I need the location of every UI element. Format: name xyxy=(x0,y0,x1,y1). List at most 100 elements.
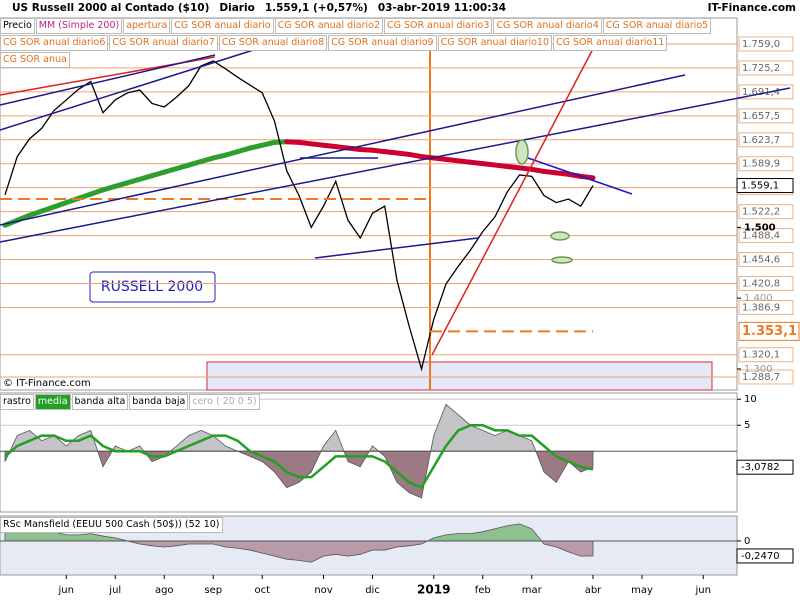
x-tick-label: mar xyxy=(522,585,543,596)
trend-line xyxy=(0,54,216,106)
level-highlight xyxy=(738,321,800,341)
level-label: 1.623,7 xyxy=(742,135,780,146)
level-label: 1.759,0 xyxy=(742,39,780,50)
level-label: 1.386,9 xyxy=(742,302,780,313)
level-box xyxy=(738,156,794,172)
x-tick-label: 2019 xyxy=(417,583,450,597)
media-line xyxy=(4,423,594,490)
datetime: 03-abr-2019 11:00:34 xyxy=(377,2,507,14)
last-value-label: -0,2470 xyxy=(741,551,780,562)
x-tick-label: ago xyxy=(155,585,174,596)
legend-item: CG SOR anual diario11 xyxy=(553,35,668,51)
trend-lines xyxy=(0,44,791,356)
annotation-box xyxy=(89,271,216,303)
legend-item: CG SOR anual diario2 xyxy=(274,18,384,34)
x-tick-label: dic xyxy=(365,585,380,596)
annotation: RUSSELL 2000 xyxy=(101,279,203,295)
legend-item: CG SOR anual diario xyxy=(171,18,274,34)
x-tick-label: feb xyxy=(475,585,491,596)
title: US Russell 2000 al Contado ($10) xyxy=(12,2,210,14)
level-highlight-label: 1.353,1 xyxy=(742,324,797,339)
legend-item: MM (Simple 200) xyxy=(35,18,123,34)
trend-line xyxy=(0,74,686,226)
area-negative xyxy=(4,540,594,563)
level-label: 1.657,5 xyxy=(742,111,780,122)
level-label: 1.691,4 xyxy=(742,87,780,98)
level-box xyxy=(738,36,794,52)
marker-ellipse xyxy=(515,139,529,165)
header: US Russell 2000 al Contado ($10) Diario 1.… xyxy=(0,0,800,17)
x-tick-label: may xyxy=(631,585,653,596)
last-price-label: 1.559,1 xyxy=(741,181,779,192)
y-tick-label: 0 xyxy=(744,536,750,547)
x-tick-label: jul xyxy=(108,585,121,596)
level-box xyxy=(738,204,794,220)
legend-item: media xyxy=(34,394,71,410)
trend-line xyxy=(524,156,633,195)
level-box xyxy=(738,369,794,385)
legend-item: banda baja xyxy=(129,394,189,410)
x-tick-label: sep xyxy=(204,585,222,596)
main-panel xyxy=(0,17,738,391)
x-tick-label: nov xyxy=(314,585,332,596)
level-box xyxy=(738,108,794,124)
legend-item: CG SOR anual diario9 xyxy=(328,35,437,51)
legend-item: CG SOR anual diario7 xyxy=(109,35,218,51)
last-price-box xyxy=(736,178,794,194)
trend-line xyxy=(0,47,261,131)
level-box xyxy=(738,347,794,363)
price-line xyxy=(4,60,594,372)
level-box xyxy=(738,252,794,268)
level-label: 1.589,9 xyxy=(742,159,780,170)
marker-ellipse xyxy=(550,231,570,241)
x-tick-label: jun xyxy=(58,585,74,596)
trend-line xyxy=(431,44,596,356)
level-label: 1.320,1 xyxy=(742,350,780,361)
legend-item: banda alta xyxy=(71,394,129,410)
level-box xyxy=(738,228,794,244)
legend-item: rastro xyxy=(0,394,34,410)
period: Diario xyxy=(219,2,255,14)
level-label: 1.488,4 xyxy=(742,231,780,242)
legend-item: apertura xyxy=(123,18,171,34)
y-tick-label: 1.500 xyxy=(744,222,776,233)
y-tick-label: 1.300 xyxy=(744,364,773,375)
y-tick-label: 10 xyxy=(744,394,757,405)
legend-item: CG SOR anual diario10 xyxy=(437,35,552,51)
trend-line xyxy=(0,87,791,243)
x-tick-label: jun xyxy=(695,585,711,596)
legend: Precio MM (Simple 200) apertura CG SOR anua… xyxy=(0,18,737,69)
x-tick-label: abr xyxy=(585,585,602,596)
last-value-box xyxy=(736,459,794,475)
y-tick-label: 1.400 xyxy=(744,293,773,304)
level-box xyxy=(738,132,794,148)
x-tick-label: oct xyxy=(254,585,270,596)
legend-item: cero ( 20 0 5) xyxy=(189,394,260,410)
legend: rastro media banda alta banda baja cero ( 20… xyxy=(0,394,400,411)
legend-item: CG SOR anual diario5 xyxy=(602,18,712,34)
level-label: 1.420,8 xyxy=(742,278,780,289)
legend: RSc Mansfield (EEUU 500 Cash (50$)) (52 … xyxy=(0,517,400,534)
legend-item: CG SOR anual diario4 xyxy=(493,18,602,34)
y-tick-label: 5 xyxy=(744,420,750,431)
level-label: 1.725,2 xyxy=(742,63,780,74)
level-label: 1.522,2 xyxy=(742,207,780,218)
last-value-box xyxy=(736,548,794,564)
marker-ellipse xyxy=(551,256,573,264)
price: 1.559,1 (+0,57%) xyxy=(264,2,368,14)
level-label: 1.454,6 xyxy=(742,255,780,266)
level-box xyxy=(738,299,794,315)
level-label: 1.288,7 xyxy=(742,372,780,383)
watermark: © IT-Finance.com xyxy=(3,378,91,389)
zone-box xyxy=(206,361,713,391)
legend-item: CG SOR anua xyxy=(0,52,70,68)
area-positive xyxy=(4,523,594,541)
panel-title: RSc Mansfield (EEUU 500 Cash (50$)) (52 … xyxy=(0,517,223,533)
legend-item: Precio xyxy=(0,18,35,34)
legend-item: CG SOR anual diario3 xyxy=(384,18,493,34)
legend-item: CG SOR anual diario6 xyxy=(0,35,109,51)
level-box xyxy=(738,275,794,291)
trend-line xyxy=(314,237,479,259)
